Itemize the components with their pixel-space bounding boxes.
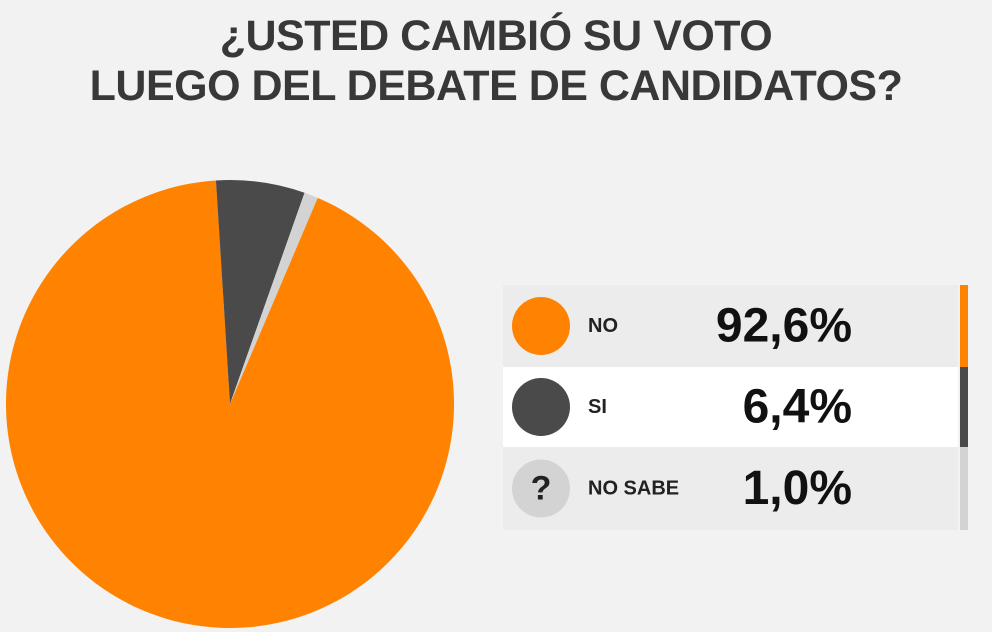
legend-side-bar: [960, 447, 968, 530]
legend-label: SI: [588, 396, 607, 418]
pie-slice: [215, 180, 305, 404]
legend-label: NO: [588, 315, 618, 337]
value-label: 1,0%: [743, 462, 852, 515]
chart-title: LUEGO DEL DEBATE DE CANDIDATOS?: [90, 62, 903, 110]
legend-row: [503, 367, 958, 447]
legend: NO 92,6% SI 6,4%? NO SABE 1,0%: [503, 285, 968, 530]
value-label: 92,6%: [716, 300, 852, 353]
legend-row: [503, 447, 958, 530]
legend-side-bar: [960, 367, 968, 447]
chart-title: ¿USTED CAMBIÓ SU VOTO: [220, 11, 773, 60]
value-label: 6,4%: [743, 381, 852, 434]
pie-slice: [5, 180, 454, 628]
legend-swatch: [512, 459, 570, 518]
legend-swatch: [512, 297, 570, 355]
legend-icon-text: ?: [531, 470, 552, 508]
pie-slice: [230, 192, 318, 404]
legend-label: NO SABE: [588, 478, 679, 500]
legend-side-bar: [960, 285, 968, 367]
legend-swatch: [512, 378, 570, 436]
legend-row: [503, 285, 958, 367]
pie: [5, 180, 454, 628]
